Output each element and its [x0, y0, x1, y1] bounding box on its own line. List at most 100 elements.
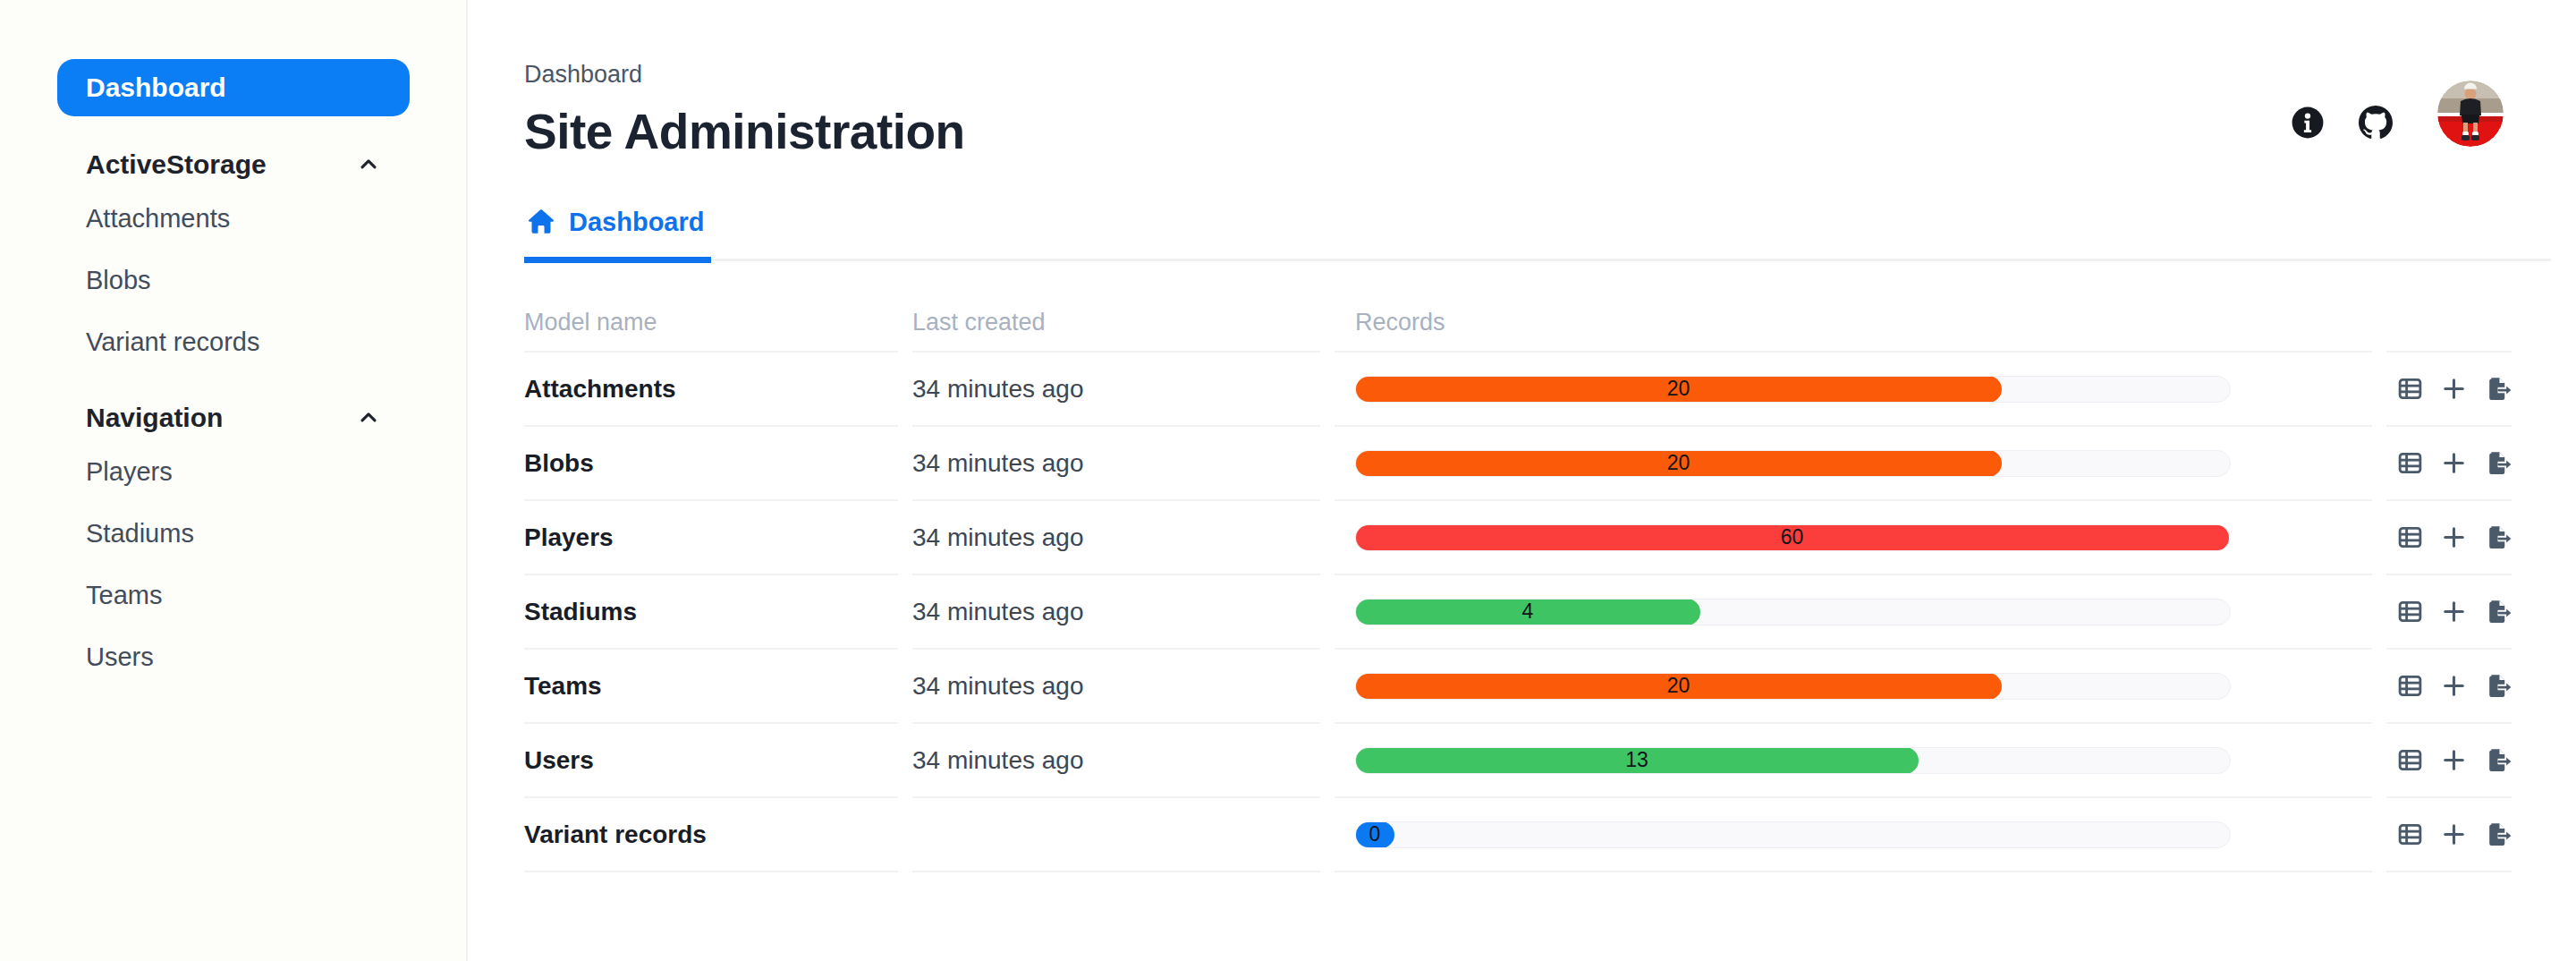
table-header: Model name Last created Records [524, 261, 2551, 353]
table-row-variant-records: Variant records 0 [524, 798, 2551, 872]
sidebar-item-label: Teams [86, 581, 162, 610]
plus-icon[interactable] [2440, 821, 2468, 848]
sidebar-item-label: Players [86, 457, 173, 487]
tab-label: Dashboard [569, 208, 704, 237]
table-row-stadiums: Stadiums 34 minutes ago 4 [524, 575, 2551, 650]
export-icon[interactable] [2484, 746, 2512, 774]
records-bar: 4 [1355, 599, 1700, 625]
table-row-blobs: Blobs 34 minutes ago 20 [524, 427, 2551, 501]
table-icon[interactable] [2396, 598, 2424, 625]
sidebar-section-label: ActiveStorage [86, 149, 267, 180]
plus-icon[interactable] [2440, 672, 2468, 700]
model-name-link[interactable]: Blobs [524, 449, 594, 478]
records-bar-track: 60 [1355, 524, 2231, 551]
sidebar-section-navigation-header[interactable]: Navigation [0, 395, 466, 441]
records-bar: 0 [1355, 821, 1394, 848]
sidebar: Dashboard ActiveStorage Attachments Blob… [0, 0, 468, 961]
sidebar-dashboard-label: Dashboard [86, 72, 226, 103]
breadcrumb: Dashboard [524, 61, 2551, 89]
table-icon[interactable] [2396, 672, 2424, 700]
column-header-model-name: Model name [524, 309, 657, 336]
table-icon[interactable] [2396, 746, 2424, 774]
records-count: 4 [1522, 600, 1534, 624]
plus-icon[interactable] [2440, 746, 2468, 774]
records-count: 0 [1369, 822, 1381, 846]
sidebar-section-activestorage: ActiveStorage Attachments Blobs Variant … [0, 141, 466, 373]
sidebar-item-label: Variant records [86, 327, 260, 357]
chevron-up-icon [356, 152, 381, 177]
github-icon[interactable] [2359, 106, 2393, 140]
sidebar-item-variant-records[interactable]: Variant records [0, 311, 466, 373]
sidebar-item-dashboard[interactable]: Dashboard [57, 59, 410, 116]
home-icon [526, 207, 556, 237]
model-name-link[interactable]: Players [524, 523, 614, 552]
sidebar-item-stadiums[interactable]: Stadiums [0, 503, 466, 565]
chevron-up-icon [356, 405, 381, 430]
records-bar: 60 [1355, 524, 2229, 551]
table-row-attachments: Attachments 34 minutes ago 20 [524, 353, 2551, 427]
records-count: 20 [1667, 377, 1690, 401]
sidebar-item-label: Users [86, 642, 154, 672]
records-bar: 20 [1355, 450, 2002, 477]
sidebar-item-label: Attachments [86, 204, 230, 234]
table-row-users: Users 34 minutes ago 13 [524, 724, 2551, 798]
sidebar-item-label: Stadiums [86, 519, 194, 549]
last-created-value: 34 minutes ago [912, 523, 1083, 552]
tab-dashboard[interactable]: Dashboard [524, 207, 711, 263]
plus-icon[interactable] [2440, 523, 2468, 551]
tab-bar: Dashboard [524, 207, 2551, 261]
sidebar-item-users[interactable]: Users [0, 626, 466, 688]
last-created-value: 34 minutes ago [912, 449, 1083, 478]
info-icon[interactable] [2291, 106, 2325, 140]
table-row-players: Players 34 minutes ago 60 [524, 501, 2551, 575]
sidebar-item-attachments[interactable]: Attachments [0, 188, 466, 250]
table-row-teams: Teams 34 minutes ago 20 [524, 650, 2551, 724]
column-header-last-created: Last created [912, 309, 1046, 336]
table-icon[interactable] [2396, 375, 2424, 403]
export-icon[interactable] [2484, 821, 2512, 848]
records-bar-track: 20 [1355, 450, 2231, 477]
records-bar-track: 13 [1355, 747, 2231, 774]
last-created-value: 34 minutes ago [912, 375, 1083, 404]
export-icon[interactable] [2484, 523, 2512, 551]
table-icon[interactable] [2396, 523, 2424, 551]
export-icon[interactable] [2484, 672, 2512, 700]
table-icon[interactable] [2396, 449, 2424, 477]
records-bar: 20 [1355, 376, 2002, 403]
plus-icon[interactable] [2440, 449, 2468, 477]
last-created-value: 34 minutes ago [912, 672, 1083, 701]
records-count: 20 [1667, 451, 1690, 475]
export-icon[interactable] [2484, 598, 2512, 625]
records-bar-track: 20 [1355, 673, 2231, 700]
admin-app: Dashboard ActiveStorage Attachments Blob… [0, 0, 2576, 961]
sidebar-item-blobs[interactable]: Blobs [0, 250, 466, 311]
page-title: Site Administration [524, 103, 2551, 160]
sidebar-item-teams[interactable]: Teams [0, 565, 466, 626]
records-bar: 20 [1355, 673, 2002, 700]
column-header-records: Records [1355, 309, 1445, 336]
sidebar-item-players[interactable]: Players [0, 441, 466, 503]
records-count: 20 [1667, 674, 1690, 698]
model-name-link[interactable]: Attachments [524, 375, 676, 404]
records-count: 60 [1781, 525, 1804, 549]
plus-icon[interactable] [2440, 598, 2468, 625]
sidebar-section-activestorage-header[interactable]: ActiveStorage [0, 141, 466, 188]
model-name-link[interactable]: Users [524, 746, 594, 775]
records-bar-track: 0 [1355, 821, 2231, 848]
sidebar-section-navigation: Navigation Players Stadiums Teams Users [0, 395, 466, 688]
export-icon[interactable] [2484, 375, 2512, 403]
avatar[interactable] [2437, 81, 2504, 147]
header-actions [2291, 81, 2504, 147]
last-created-value: 34 minutes ago [912, 598, 1083, 626]
model-name-link[interactable]: Stadiums [524, 598, 637, 626]
model-name-link[interactable]: Variant records [524, 821, 707, 849]
plus-icon[interactable] [2440, 375, 2468, 403]
records-bar: 13 [1355, 747, 1919, 774]
last-created-value: 34 minutes ago [912, 746, 1083, 775]
main-content: Dashboard Site Administration [468, 0, 2576, 961]
sidebar-item-label: Blobs [86, 266, 151, 295]
table-icon[interactable] [2396, 821, 2424, 848]
sidebar-section-label: Navigation [86, 403, 223, 433]
export-icon[interactable] [2484, 449, 2512, 477]
model-name-link[interactable]: Teams [524, 672, 602, 701]
